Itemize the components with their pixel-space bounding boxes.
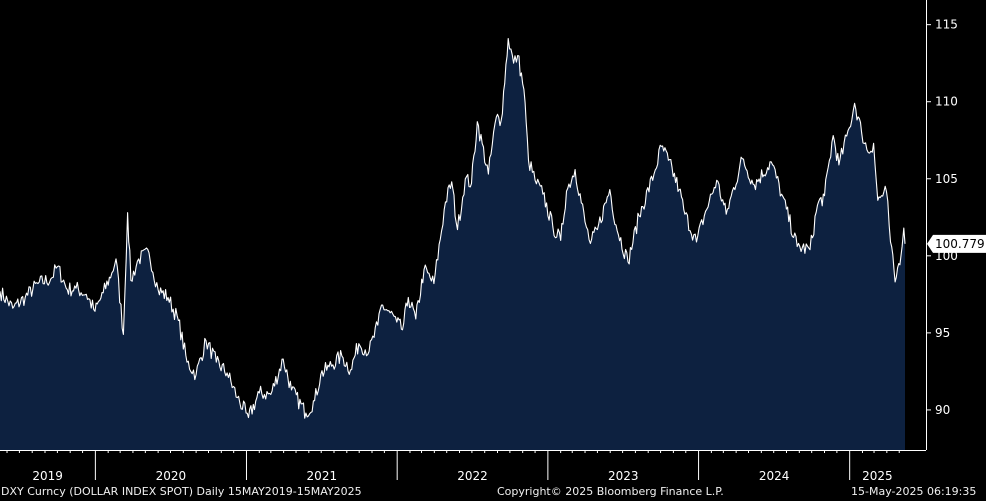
- x-tick-label: 2022: [457, 469, 488, 483]
- x-tick-label: 2025: [862, 469, 893, 483]
- series-line: [0, 37, 906, 419]
- footer-ticker-description: DXY Curncy (DOLLAR INDEX SPOT) Daily 15M…: [1, 485, 362, 498]
- last-value-label: 100.779: [927, 234, 986, 253]
- y-tick-label: 105: [935, 172, 958, 186]
- y-tick-label: 90: [935, 403, 950, 417]
- x-tick-label: 2023: [608, 469, 639, 483]
- y-tick-label: 110: [935, 95, 958, 109]
- x-tick-label: 2021: [307, 469, 338, 483]
- x-tick-label: 2020: [156, 469, 187, 483]
- x-tick-label: 2019: [32, 469, 63, 483]
- footer-copyright: Copyright© 2025 Bloomberg Finance L.P.: [497, 485, 724, 498]
- y-tick-label: 95: [935, 326, 950, 340]
- x-axis-ticks: 2019 2020 2021 2022 2023 2024 2025: [6, 450, 900, 483]
- x-tick-label: 2024: [759, 469, 790, 483]
- last-value-text: 100.779: [935, 237, 985, 251]
- footer-timestamp: 15-May-2025 06:19:35: [851, 485, 977, 498]
- y-tick-label: 115: [935, 18, 958, 32]
- series-area-fill: [0, 38, 905, 450]
- last-value-box: [927, 234, 986, 253]
